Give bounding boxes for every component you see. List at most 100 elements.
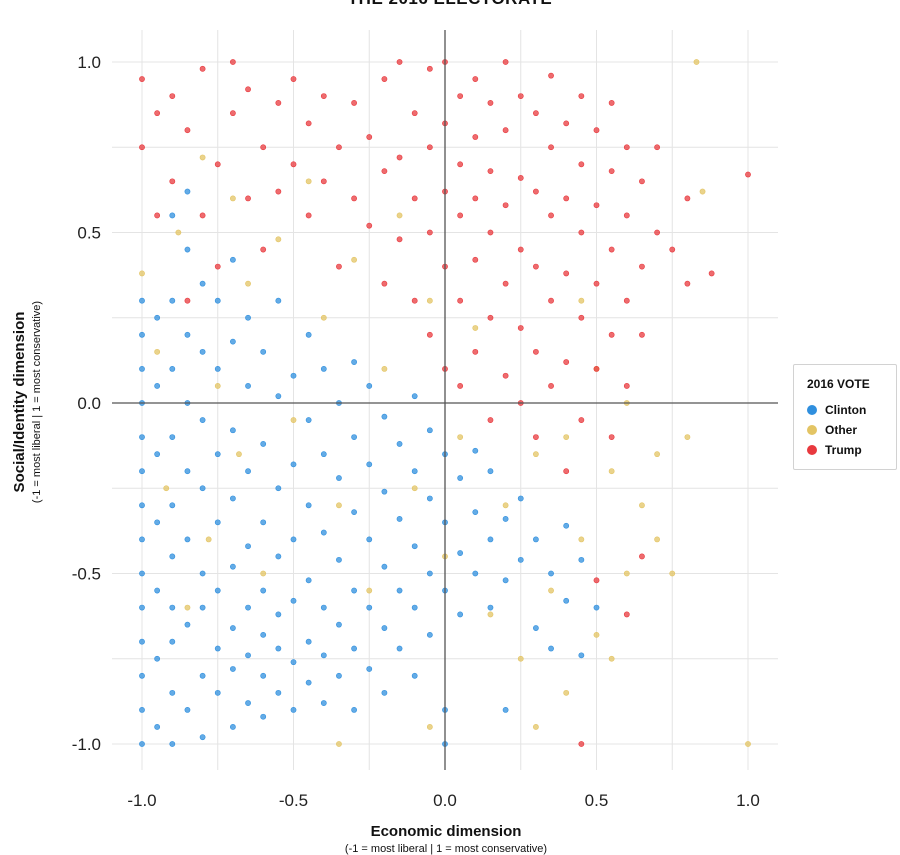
data-point-trump xyxy=(290,76,297,82)
legend-label-clinton: Clinton xyxy=(825,403,867,417)
data-point-trump xyxy=(351,195,357,202)
data-point-clinton xyxy=(578,556,585,563)
data-point-other xyxy=(336,741,342,747)
tick-labels: -1.0 -0.5 0.0 0.5 1.0 1.0 0.5 0.0 -0.5 -1.0 xyxy=(72,53,760,810)
data-point-other xyxy=(366,587,373,594)
data-point-trump xyxy=(487,314,494,321)
data-point-trump xyxy=(457,93,464,99)
data-point-clinton xyxy=(245,383,251,389)
data-point-clinton xyxy=(154,314,161,321)
data-point-clinton xyxy=(214,451,221,458)
data-point-trump xyxy=(623,383,630,389)
x-axis-label: Economic dimension (-1 = most liberal | … xyxy=(296,823,596,855)
data-point-clinton xyxy=(199,280,206,287)
data-point-clinton xyxy=(154,587,161,594)
legend-marker-clinton xyxy=(807,405,817,415)
data-point-clinton xyxy=(260,631,267,638)
data-point-clinton xyxy=(472,570,479,577)
data-point-trump xyxy=(578,161,585,168)
data-point-other xyxy=(426,297,433,304)
data-point-clinton xyxy=(381,689,388,696)
data-point-trump xyxy=(593,202,600,209)
data-point-clinton xyxy=(275,485,282,492)
data-point-clinton xyxy=(245,652,251,659)
data-point-other xyxy=(426,724,433,730)
data-point-other xyxy=(139,270,145,277)
data-point-trump xyxy=(184,297,191,304)
data-point-clinton xyxy=(184,468,191,475)
data-point-clinton xyxy=(245,604,251,611)
data-point-trump xyxy=(411,110,418,117)
data-point-trump xyxy=(517,325,524,331)
data-point-clinton xyxy=(169,553,176,560)
data-point-clinton xyxy=(411,393,418,400)
data-point-clinton xyxy=(411,604,418,611)
data-point-trump xyxy=(593,280,600,287)
data-point-clinton xyxy=(184,331,191,338)
data-point-clinton xyxy=(169,741,176,747)
data-point-clinton xyxy=(139,502,145,509)
data-point-other xyxy=(578,536,585,543)
data-point-clinton xyxy=(275,553,282,560)
data-point-trump xyxy=(275,100,282,106)
data-point-trump xyxy=(608,331,615,338)
legend-item-clinton[interactable]: Clinton xyxy=(807,403,866,417)
data-point-trump xyxy=(336,263,342,270)
data-point-clinton xyxy=(199,417,206,423)
data-point-clinton xyxy=(320,700,327,706)
data-point-trump xyxy=(563,120,570,127)
data-point-other xyxy=(320,314,327,321)
data-point-clinton xyxy=(305,417,312,423)
data-point-trump xyxy=(229,59,236,65)
legend-title: 2016 VOTE xyxy=(807,377,870,391)
data-point-clinton xyxy=(139,331,145,338)
data-point-other xyxy=(290,417,297,423)
data-point-trump xyxy=(533,110,539,117)
data-point-clinton xyxy=(472,447,479,454)
data-point-clinton xyxy=(336,672,342,679)
data-point-trump xyxy=(214,263,221,270)
data-point-other xyxy=(472,325,479,331)
data-point-clinton xyxy=(381,625,388,631)
legend-item-other[interactable]: Other xyxy=(807,423,857,437)
data-point-trump xyxy=(623,297,630,304)
data-point-trump xyxy=(139,144,145,151)
legend-item-trump[interactable]: Trump xyxy=(807,443,862,457)
data-point-other xyxy=(563,689,570,696)
data-point-clinton xyxy=(260,587,267,594)
data-point-trump xyxy=(548,212,554,219)
data-point-clinton xyxy=(290,659,297,666)
data-point-trump xyxy=(229,110,236,117)
data-point-trump xyxy=(548,383,554,389)
data-point-trump xyxy=(578,93,585,99)
data-point-clinton xyxy=(229,427,236,434)
data-point-other xyxy=(229,195,236,202)
data-point-clinton xyxy=(229,563,236,570)
data-point-clinton xyxy=(260,348,267,355)
data-point-clinton xyxy=(305,638,312,645)
data-point-clinton xyxy=(139,707,145,713)
legend-label-other: Other xyxy=(825,423,858,437)
data-point-clinton xyxy=(245,314,251,321)
data-point-clinton xyxy=(199,734,206,741)
y-tick-label: 0.5 xyxy=(77,224,101,243)
data-point-clinton xyxy=(139,604,145,611)
data-point-clinton xyxy=(229,256,236,263)
data-point-other xyxy=(548,587,554,594)
data-point-trump xyxy=(533,434,539,440)
data-point-other xyxy=(623,570,630,577)
data-point-other xyxy=(245,280,251,287)
data-point-other xyxy=(533,451,539,458)
data-point-trump xyxy=(154,212,161,219)
data-point-other xyxy=(305,178,312,185)
legend-label-trump: Trump xyxy=(825,443,862,457)
data-point-clinton xyxy=(381,488,388,495)
data-point-trump xyxy=(381,76,388,82)
data-point-clinton xyxy=(214,645,221,652)
y-tick-label: -0.5 xyxy=(72,565,101,584)
data-point-trump xyxy=(502,202,509,209)
data-point-clinton xyxy=(169,502,176,509)
y-axis-label: Social/Identity dimension (-1 = most lib… xyxy=(11,301,43,503)
data-point-other xyxy=(236,451,242,458)
data-point-clinton xyxy=(366,536,373,543)
